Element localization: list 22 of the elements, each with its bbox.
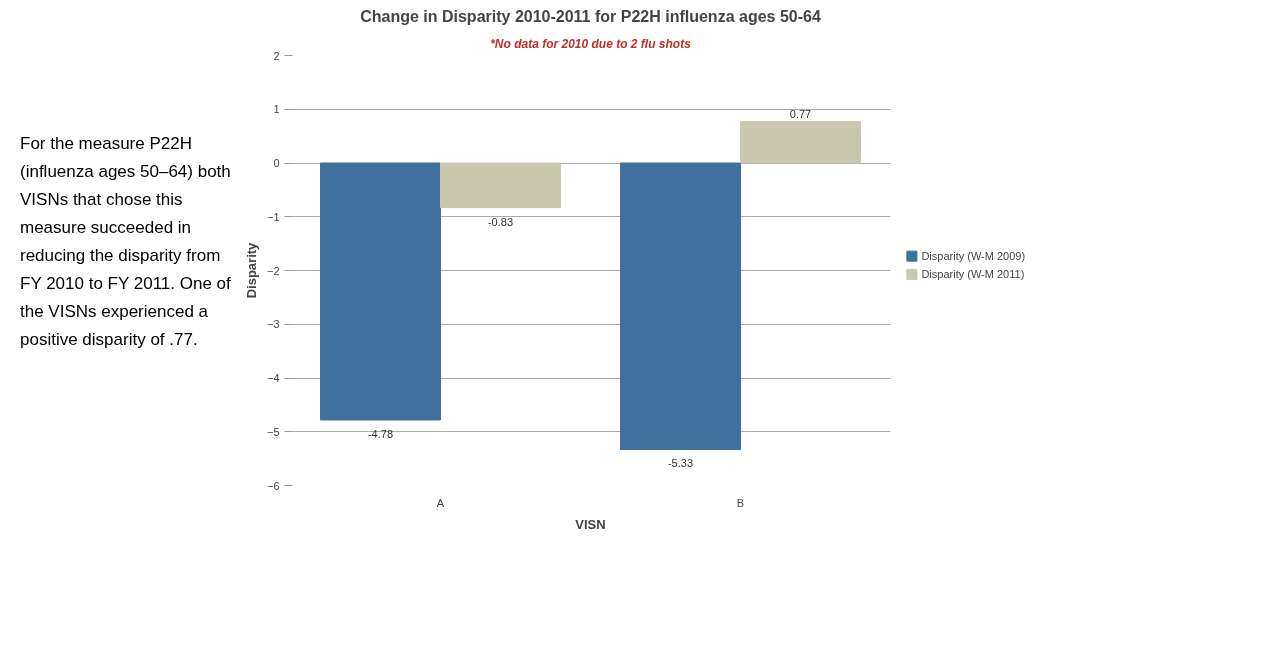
legend-label: Disparity (W-M 2009) [921,250,1026,263]
chart-subtitle: *No data for 2010 due to 2 flu shots [490,36,692,51]
y-tick-label: −1 [266,210,280,223]
y-tick-label: 2 [273,49,280,62]
y-tick-label: −4 [266,372,280,384]
legend-label: Disparity (W-M 2011) [921,268,1025,281]
y-tick-label: −5 [266,425,280,438]
y-axis-title: Disparity [243,241,259,299]
x-tick-label: B [736,496,745,509]
x-tick-label: A [436,496,445,509]
data-label: -0.83 [487,215,514,228]
y-tick-label: 1 [273,103,280,116]
data-label: -4.78 [367,427,394,440]
y-tick-label: −2 [266,264,280,277]
y-tick-label: −6 [266,479,280,492]
text: For the measure P22H (influenza ages 50–64) both VISNs that chose this measure succeeded in reducing the disparity from FY 2010 to FY 2011. One of the VISNs experienced a positive disparity of .77. [20,133,232,352]
y-tick-label: 0 [273,157,280,169]
x-axis-title: VISN [575,516,606,532]
data-label: -5.33 [667,457,694,470]
data-label: 0.77 [789,107,812,120]
chart-title: Change in Disparity 2010-2011 for P22H influenza ages 50-64 [360,7,821,25]
y-tick-label: −3 [266,318,280,331]
